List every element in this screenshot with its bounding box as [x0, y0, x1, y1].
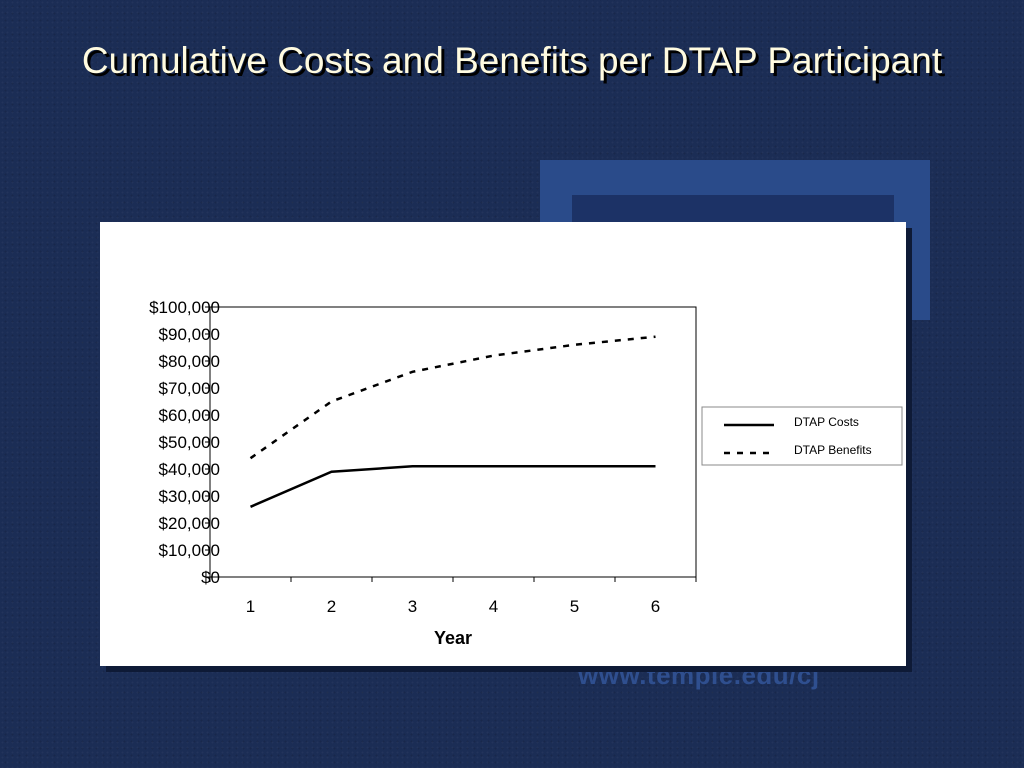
x-tick-label: 3 — [408, 597, 417, 616]
x-axis-title: Year — [434, 628, 472, 648]
legend-label: DTAP Benefits — [794, 443, 872, 457]
y-tick-label: $70,000 — [159, 379, 220, 398]
chart-panel: $0 $10,000 $20,000 $30,000 $40,000 $50,000 $60… — [100, 222, 906, 666]
legend-box — [701, 406, 903, 466]
y-tick-label: $80,000 — [159, 352, 220, 371]
series-line-dtap-benefits — [249, 335, 656, 460]
y-tick-label: $10,000 — [159, 541, 220, 560]
x-tick-label: 1 — [246, 597, 255, 616]
line-chart: $0 $10,000 $20,000 $30,000 $40,000 $50,000 $60… — [149, 298, 903, 648]
y-tick-label: $90,000 — [159, 325, 220, 344]
y-tick-label: $100,000 — [149, 298, 220, 317]
y-tick-label: $50,000 — [159, 433, 220, 452]
plot-frame — [209, 306, 697, 578]
legend-label: DTAP Costs — [794, 415, 859, 429]
y-tick-label: $40,000 — [159, 460, 220, 479]
slide-title: Cumulative Costs and Benefits per DTAP P… — [81, 40, 943, 81]
x-tick-label: 5 — [570, 597, 579, 616]
x-tick-label: 6 — [651, 597, 660, 616]
y-tick-label: $60,000 — [159, 406, 220, 425]
y-tick-label: $20,000 — [159, 514, 220, 533]
y-tick-label: $30,000 — [159, 487, 220, 506]
series-line-dtap-costs — [250, 465, 656, 508]
x-tick-label: 4 — [489, 597, 498, 616]
x-tick-label: 2 — [327, 597, 336, 616]
y-tick-label: $0 — [201, 568, 220, 587]
